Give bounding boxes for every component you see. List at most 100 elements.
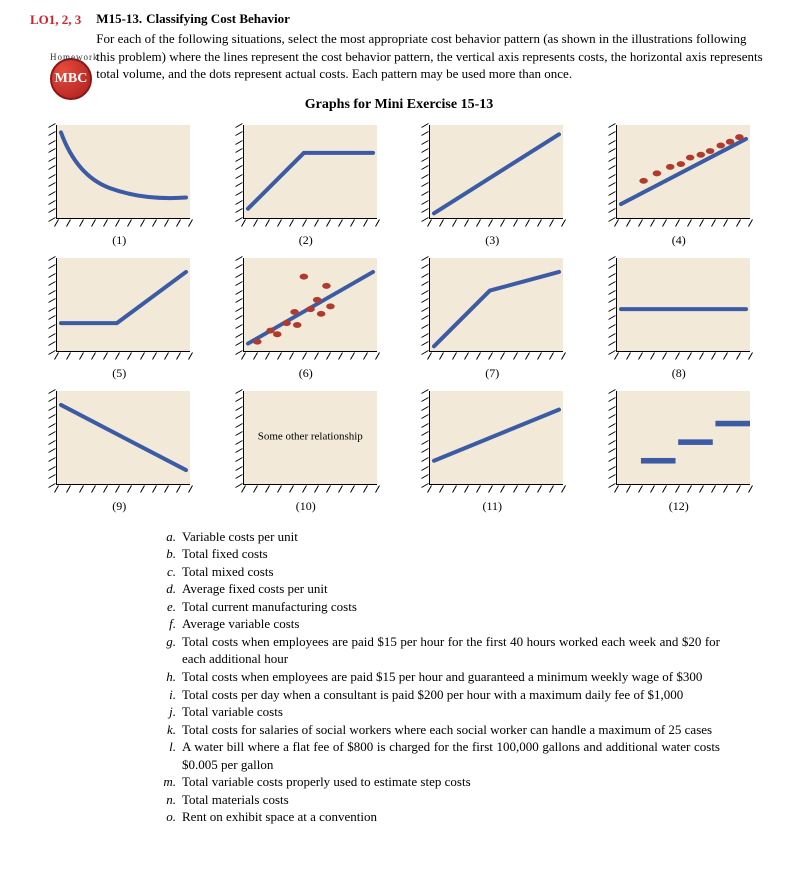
graph-panel	[417, 387, 567, 497]
mbc-circle: MBC	[50, 58, 92, 100]
item-label: h.	[160, 668, 182, 686]
item-text: Total costs for salaries of social worke…	[182, 721, 720, 739]
homework-badge: Homework MBC	[50, 48, 99, 100]
item-label: d.	[160, 580, 182, 598]
list-item: b.Total fixed costs	[160, 545, 720, 563]
graph-panel	[231, 254, 381, 364]
item-label: l.	[160, 738, 182, 773]
list-item: o.Rent on exhibit space at a convention	[160, 808, 720, 826]
item-label: a.	[160, 528, 182, 546]
graph-cell: (1)	[40, 121, 199, 248]
plot-area	[616, 391, 750, 485]
item-label: i.	[160, 686, 182, 704]
item-text: Total current manufacturing costs	[182, 598, 720, 616]
plot-area	[56, 391, 190, 485]
item-text: A water bill where a flat fee of $800 is…	[182, 738, 720, 773]
item-label: j.	[160, 703, 182, 721]
intro-paragraph: For each of the following situations, se…	[96, 30, 768, 83]
graph-caption: (9)	[40, 499, 199, 514]
item-text: Total costs when employees are paid $15 …	[182, 633, 720, 668]
list-item: e.Total current manufacturing costs	[160, 598, 720, 616]
plot-area	[429, 391, 563, 485]
graph-caption: (8)	[600, 366, 759, 381]
item-label: c.	[160, 563, 182, 581]
graph-caption: (3)	[413, 233, 572, 248]
title-block: M15-13. Classifying Cost Behavior For ea…	[96, 10, 768, 83]
item-label: m.	[160, 773, 182, 791]
graph-caption: (5)	[40, 366, 199, 381]
graph-caption: (11)	[413, 499, 572, 514]
plot-area	[56, 258, 190, 352]
item-label: n.	[160, 791, 182, 809]
page: Homework MBC LO1, 2, 3 M15-13. Classifyi…	[30, 10, 768, 826]
list-item: d.Average fixed costs per unit	[160, 580, 720, 598]
exercise-title: Classifying Cost Behavior	[146, 11, 290, 26]
graph-caption: (4)	[600, 233, 759, 248]
graph-caption: (7)	[413, 366, 572, 381]
item-label: f.	[160, 615, 182, 633]
graph-cell: (9)	[40, 387, 199, 514]
graph-caption: (2)	[227, 233, 386, 248]
item-text: Average fixed costs per unit	[182, 580, 720, 598]
graph-cell: (4)	[600, 121, 759, 248]
graph-cell: (11)	[413, 387, 572, 514]
plot-area: Some other relationship	[243, 391, 377, 485]
item-text: Average variable costs	[182, 615, 720, 633]
item-label: k.	[160, 721, 182, 739]
plot-area	[616, 258, 750, 352]
graph-cell: (6)	[227, 254, 386, 381]
graph-cell: (5)	[40, 254, 199, 381]
graph-cell: Some other relationship (10)	[227, 387, 386, 514]
plot-area	[243, 258, 377, 352]
question-list: a.Variable costs per unitb.Total fixed c…	[160, 528, 720, 826]
graph-panel	[604, 254, 754, 364]
item-text: Total costs when employees are paid $15 …	[182, 668, 720, 686]
item-label: o.	[160, 808, 182, 826]
graph-caption: (10)	[227, 499, 386, 514]
graph-panel	[231, 121, 381, 231]
list-item: f.Average variable costs	[160, 615, 720, 633]
list-item: h.Total costs when employees are paid $1…	[160, 668, 720, 686]
graph-panel	[44, 254, 194, 364]
item-label: b.	[160, 545, 182, 563]
header: LO1, 2, 3 M15-13. Classifying Cost Behav…	[30, 10, 768, 83]
graph-panel	[604, 387, 754, 497]
graph-cell: (12)	[600, 387, 759, 514]
plot-area	[616, 125, 750, 219]
graph-caption: (12)	[600, 499, 759, 514]
item-text: Total costs per day when a consultant is…	[182, 686, 720, 704]
item-label: e.	[160, 598, 182, 616]
item-text: Total materials costs	[182, 791, 720, 809]
graph-cell: (2)	[227, 121, 386, 248]
graph-panel	[44, 121, 194, 231]
item-text: Total mixed costs	[182, 563, 720, 581]
graph-panel	[604, 121, 754, 231]
graph-panel: Some other relationship	[231, 387, 381, 497]
graphs-heading: Graphs for Mini Exercise 15-13	[30, 97, 768, 113]
list-item: c.Total mixed costs	[160, 563, 720, 581]
list-item: n.Total materials costs	[160, 791, 720, 809]
learning-objective: LO1, 2, 3	[30, 12, 81, 28]
homework-arc-text: Homework	[50, 52, 99, 62]
graph-panel	[44, 387, 194, 497]
item-text: Total variable costs	[182, 703, 720, 721]
graph-panel	[417, 254, 567, 364]
item-label: g.	[160, 633, 182, 668]
list-item: j.Total variable costs	[160, 703, 720, 721]
plot-area	[429, 125, 563, 219]
list-item: i.Total costs per day when a consultant …	[160, 686, 720, 704]
plot-area	[429, 258, 563, 352]
graph-caption: (6)	[227, 366, 386, 381]
list-item: m.Total variable costs properly used to …	[160, 773, 720, 791]
list-item: l.A water bill where a flat fee of $800 …	[160, 738, 720, 773]
graph-panel	[417, 121, 567, 231]
item-text: Rent on exhibit space at a convention	[182, 808, 720, 826]
panel-inner-text: Some other relationship	[257, 431, 363, 444]
plot-area	[56, 125, 190, 219]
item-text: Variable costs per unit	[182, 528, 720, 546]
plot-area	[243, 125, 377, 219]
list-item: k.Total costs for salaries of social wor…	[160, 721, 720, 739]
item-text: Total variable costs properly used to es…	[182, 773, 720, 791]
graph-caption: (1)	[40, 233, 199, 248]
list-item: a.Variable costs per unit	[160, 528, 720, 546]
